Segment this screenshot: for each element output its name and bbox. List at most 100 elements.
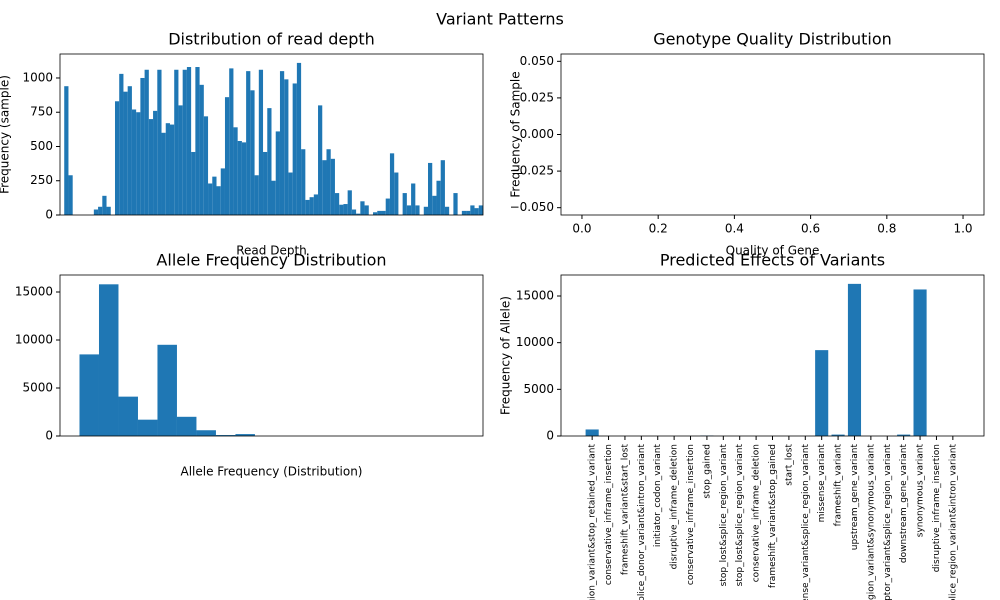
bar — [411, 183, 416, 215]
bar — [402, 193, 407, 215]
bar — [216, 186, 221, 215]
bar — [196, 430, 216, 436]
bar — [271, 180, 276, 215]
bar — [360, 201, 365, 215]
bar — [406, 205, 412, 215]
bar — [93, 209, 99, 215]
bar — [148, 119, 154, 215]
bar — [208, 183, 213, 215]
bar — [831, 434, 845, 436]
bar — [267, 108, 272, 215]
y-tick-label: 5000 — [523, 382, 554, 396]
y-tick-label: 250 — [30, 173, 53, 187]
bar — [415, 205, 420, 215]
bar — [136, 112, 141, 215]
x-tick-label: 0.0 — [572, 222, 591, 236]
bar — [79, 354, 99, 436]
bar — [847, 283, 862, 436]
y-tick-label: −0.025 — [510, 164, 554, 178]
bar — [114, 101, 120, 215]
x-tick-label: conservative_inframe_deletion — [752, 444, 762, 582]
bar — [436, 180, 441, 215]
bar — [161, 132, 166, 215]
bar — [428, 162, 433, 215]
y-tick-label: 0 — [45, 429, 53, 443]
y-tick-label: 15000 — [15, 284, 53, 298]
x-axis-label: Allele Frequency (Distribution) — [181, 465, 363, 479]
x-tick-label: start_lost — [784, 444, 794, 486]
bar — [144, 69, 149, 215]
x-tick-label: frameshift_variant&stop_gained — [768, 444, 778, 588]
bar — [127, 86, 132, 215]
bar — [356, 213, 361, 215]
bar — [385, 198, 390, 215]
bar — [334, 193, 340, 215]
bar — [157, 69, 162, 215]
x-tick-label: splice_acceptor_variant&splice_region_va… — [883, 444, 893, 600]
bar — [165, 123, 170, 215]
bar — [212, 176, 217, 215]
bar — [470, 205, 475, 215]
bar — [237, 141, 242, 215]
y-tick-label: 1000 — [22, 70, 53, 84]
bar — [186, 67, 192, 215]
bar — [389, 153, 395, 215]
y-tick-label: 0.050 — [520, 54, 554, 68]
bar — [258, 69, 264, 215]
bar — [157, 344, 177, 436]
axes-frame — [59, 53, 484, 216]
x-tick-label: frameshift_variant&start_lost — [620, 444, 630, 576]
y-axis-label: Frequency (sample) — [0, 75, 12, 194]
bar — [131, 109, 137, 215]
bar — [102, 195, 107, 215]
bar — [364, 205, 369, 215]
x-tick-label: splice_donor_variant&intron_variant — [637, 444, 647, 600]
bar — [347, 190, 352, 215]
y-tick-label: 0 — [45, 208, 53, 222]
bar — [118, 396, 138, 436]
x-tick-label: downstream_gene_variant — [899, 444, 909, 564]
bar — [246, 71, 251, 216]
y-tick-label: 5000 — [22, 380, 53, 394]
x-tick-label: initiator_codon_variant — [653, 444, 663, 548]
x-axis-label: Read Depth — [236, 244, 307, 258]
bar — [123, 91, 128, 215]
x-tick-label: conservative_inframe_insertion — [686, 444, 696, 585]
bar — [176, 416, 197, 436]
bar — [913, 289, 927, 436]
bar — [305, 199, 310, 215]
bar — [343, 204, 348, 215]
bar — [229, 68, 234, 215]
bar — [815, 350, 829, 436]
y-tick-label: 750 — [30, 105, 53, 119]
x-tick-label: 0.6 — [801, 222, 820, 236]
bar — [235, 434, 255, 436]
bar — [64, 86, 69, 215]
y-tick-label: 0.025 — [520, 90, 554, 104]
bar — [98, 284, 119, 436]
bar — [339, 204, 344, 215]
bar — [461, 210, 467, 215]
bar — [169, 124, 175, 215]
y-tick-label: −0.050 — [510, 200, 554, 214]
bar — [296, 62, 302, 215]
bar — [106, 206, 111, 215]
bar — [119, 73, 124, 215]
figure-title: Variant Patterns — [436, 10, 564, 29]
bar — [250, 90, 255, 215]
x-tick-label: stop_lost&splice_region_variant — [719, 444, 729, 587]
bar — [279, 71, 285, 216]
bar — [182, 69, 187, 215]
bar — [178, 105, 183, 215]
bar — [381, 210, 386, 215]
y-tick-label: 500 — [30, 139, 53, 153]
x-tick-label: stop_lost&splice_region_variant — [735, 444, 745, 587]
bar — [263, 151, 268, 215]
x-tick-label: splice_region_variant&stop_retained_vari… — [588, 444, 598, 600]
bar — [174, 69, 179, 215]
bar — [284, 79, 289, 215]
bar — [478, 205, 483, 215]
x-tick-label: splice_region_variant&intron_variant — [948, 444, 958, 600]
bar — [275, 131, 280, 215]
bar — [377, 210, 382, 215]
